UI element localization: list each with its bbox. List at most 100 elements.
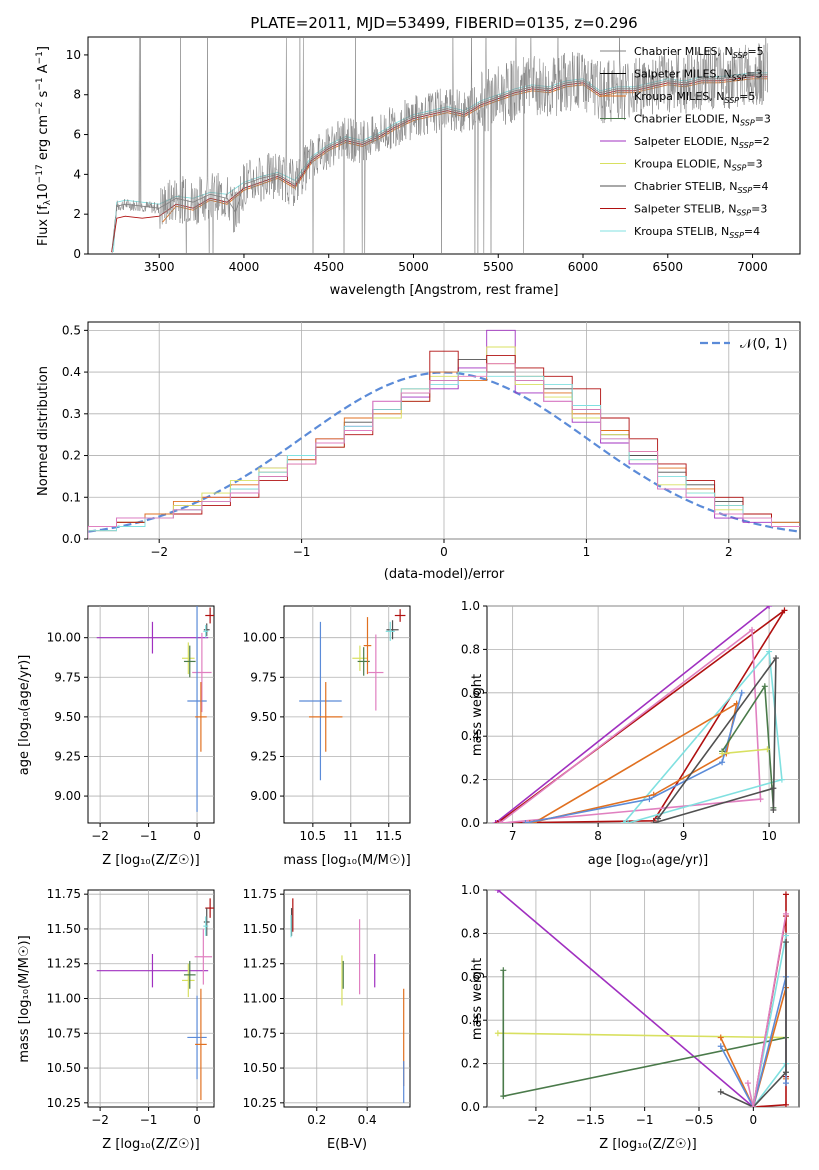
residuals-panel: −2 −1 0 1 2 0.0 0.1 0.2 0.3 0.4 0.5 (data-model)/e…: [36, 321, 801, 582]
y-tick-label: 0.2: [461, 1057, 480, 1071]
weight-point-marker: [500, 967, 507, 974]
weight-vs-age-plot: 7 8 9 10 0.0 0.2 0.4 0.6 0.8 1.0: [461, 599, 799, 843]
y-tick-label: 0.0: [461, 816, 480, 830]
plot-area: [111, 37, 769, 254]
weight-vs-Z-panel: −2 −1.5 −1 −0.5 0 0.0 0.2 0.4 0.6 0.8 1.0 Z [log₁₀…: [461, 883, 800, 1152]
legend-label: Chabrier STELIB, NSSP=4: [634, 180, 768, 195]
y-tick-label: 9.75: [250, 670, 277, 684]
weight-point-marker: [719, 759, 726, 766]
weight-vs-age-y-label: mass weight: [470, 674, 485, 756]
x-tick-label: 0.2: [307, 1113, 326, 1127]
legend-value: =3: [751, 203, 767, 216]
x-tick-label: −1: [293, 545, 311, 559]
spectrum-y-label: Flux [fλ10−17 erg cm−2 s−1 A−1]: [35, 46, 53, 246]
plot-area: [494, 890, 789, 1107]
y-tick-label: 11.25: [243, 957, 277, 971]
legend-subscript: SSP: [732, 74, 747, 83]
legend-label: Salpeter ELODIE, NSSP=2: [634, 135, 770, 150]
y-tick-label: 1.0: [461, 599, 480, 613]
spectrum-legend: Chabrier MILES, NSSP=5 Salpeter MILES, NS…: [600, 45, 771, 240]
plot-area: [96, 606, 214, 812]
weight-vs-Z-axes-frame: [486, 889, 800, 1108]
weight-point-marker: [781, 607, 788, 614]
x-tick-label: 10: [761, 829, 776, 843]
x-tick-label: 11: [343, 829, 358, 843]
y-tick-label: 0.4: [461, 729, 480, 743]
age-vs-mass-panel: 10.5 11 11.5 9.00 9.25 9.50 9.75 10.00 mass [lo…: [243, 605, 411, 868]
weight-series-line: [497, 1032, 787, 1039]
weight-point-marker: [782, 939, 789, 946]
y-tick-label: 2: [73, 207, 81, 221]
spectrum-series-line: [162, 78, 768, 223]
x-tick-label: 11.5: [375, 829, 402, 843]
legend-value: =4: [752, 180, 768, 193]
legend-label: Salpeter MILES, NSSP=3: [634, 68, 763, 83]
weight-point-marker: [654, 815, 661, 822]
weight-point-marker: [522, 820, 529, 823]
x-tick-label: −2: [527, 1113, 545, 1127]
age-vs-mass-plot: 10.5 11 11.5 9.00 9.25 9.50 9.75 10.00: [243, 606, 410, 843]
y-tick-label: 0.0: [461, 1100, 480, 1114]
y-tick-label: 8: [73, 88, 81, 102]
weight-series-line: [499, 628, 762, 823]
weight-point-marker: [782, 932, 789, 939]
y-tick-label: 0.8: [461, 926, 480, 940]
weight-series-line: [752, 935, 787, 1107]
x-tick-label: 4000: [229, 260, 260, 274]
plot-area: [290, 898, 405, 1103]
spectrum-series-line: [112, 72, 768, 253]
legend-value: =4: [744, 225, 760, 238]
x-tick-label: 8: [594, 829, 602, 843]
legend-label: Kroupa STELIB, NSSP=4: [634, 225, 760, 240]
weight-point-marker: [717, 1043, 724, 1050]
age-vs-Z-plot: −2 −1 0 9.00 9.25 9.50 9.75 10.00: [47, 606, 214, 843]
y-tick-label: 10.75: [243, 1026, 277, 1040]
age-vs-Z-axes-frame: [87, 605, 215, 824]
spectrum-panel: PLATE=2011, MJD=53499, FIBERID=0135, z=0…: [35, 14, 801, 298]
x-tick-label: 0: [440, 545, 448, 559]
y-tick-label: 1.0: [461, 883, 480, 897]
plot-area: [492, 606, 788, 823]
weight-point-marker: [526, 820, 533, 823]
x-tick-label: 0.4: [358, 1113, 377, 1127]
y-tick-label: 10.25: [243, 1096, 277, 1110]
mass-vs-Z-panel: −2 −1 0 10.25 10.50 10.75 11.00 11.25 11.50 11.75…: [17, 887, 215, 1152]
weight-series-line: [747, 913, 787, 1107]
weight-point-marker: [494, 890, 501, 893]
legend-subscript: SSP: [738, 186, 753, 195]
y-tick-label: 9.50: [54, 710, 81, 724]
y-tick-label: 0.5: [62, 323, 81, 337]
weight-point-marker: [778, 776, 785, 783]
mass-vs-Z-x-label: Z [log₁₀(Z/Z☉)]: [102, 1137, 199, 1152]
x-tick-label: 1: [583, 545, 591, 559]
x-tick-label: 0: [750, 1113, 758, 1127]
x-tick-label: 10.5: [299, 829, 326, 843]
legend-subscript: SSP: [739, 141, 754, 150]
y-tick-label: 11.25: [47, 957, 81, 971]
weight-vs-Z-plot: −2 −1.5 −1 −0.5 0 0.0 0.2 0.4 0.6 0.8 1.0: [461, 883, 799, 1127]
weight-point-marker: [748, 626, 755, 633]
weight-point-marker: [782, 1080, 789, 1087]
legend-value: =2: [754, 135, 770, 148]
weight-series-line: [720, 942, 787, 1107]
weight-series-line: [497, 890, 754, 1107]
y-tick-label: 10: [66, 48, 81, 62]
weight-vs-Z-y-label: mass weight: [470, 958, 485, 1040]
residuals-legend: 𝒩(0, 1): [700, 337, 787, 352]
legend-label: Chabrier ELODIE, NSSP=3: [634, 113, 771, 128]
y-tick-label: 0.2: [62, 449, 81, 463]
x-tick-label: −1: [636, 1113, 654, 1127]
weight-point-marker: [717, 1088, 724, 1095]
spectrum-title: PLATE=2011, MJD=53499, FIBERID=0135, z=0…: [250, 14, 637, 32]
legend-label: Chabrier MILES, NSSP=5: [634, 45, 764, 60]
legend-label: Salpeter STELIB, NSSP=3: [634, 203, 767, 218]
spectrum-x-label: wavelength [Angstrom, rest frame]: [330, 283, 559, 298]
weight-point-marker: [620, 820, 627, 823]
x-tick-label: 0: [193, 1113, 201, 1127]
weight-series-line: [495, 606, 770, 823]
weight-point-marker: [770, 806, 777, 813]
x-tick-label: 7: [509, 829, 517, 843]
weight-vs-age-x-label: age [log₁₀(age/yr)]: [588, 853, 709, 868]
legend-subscript: SSP: [732, 164, 747, 173]
